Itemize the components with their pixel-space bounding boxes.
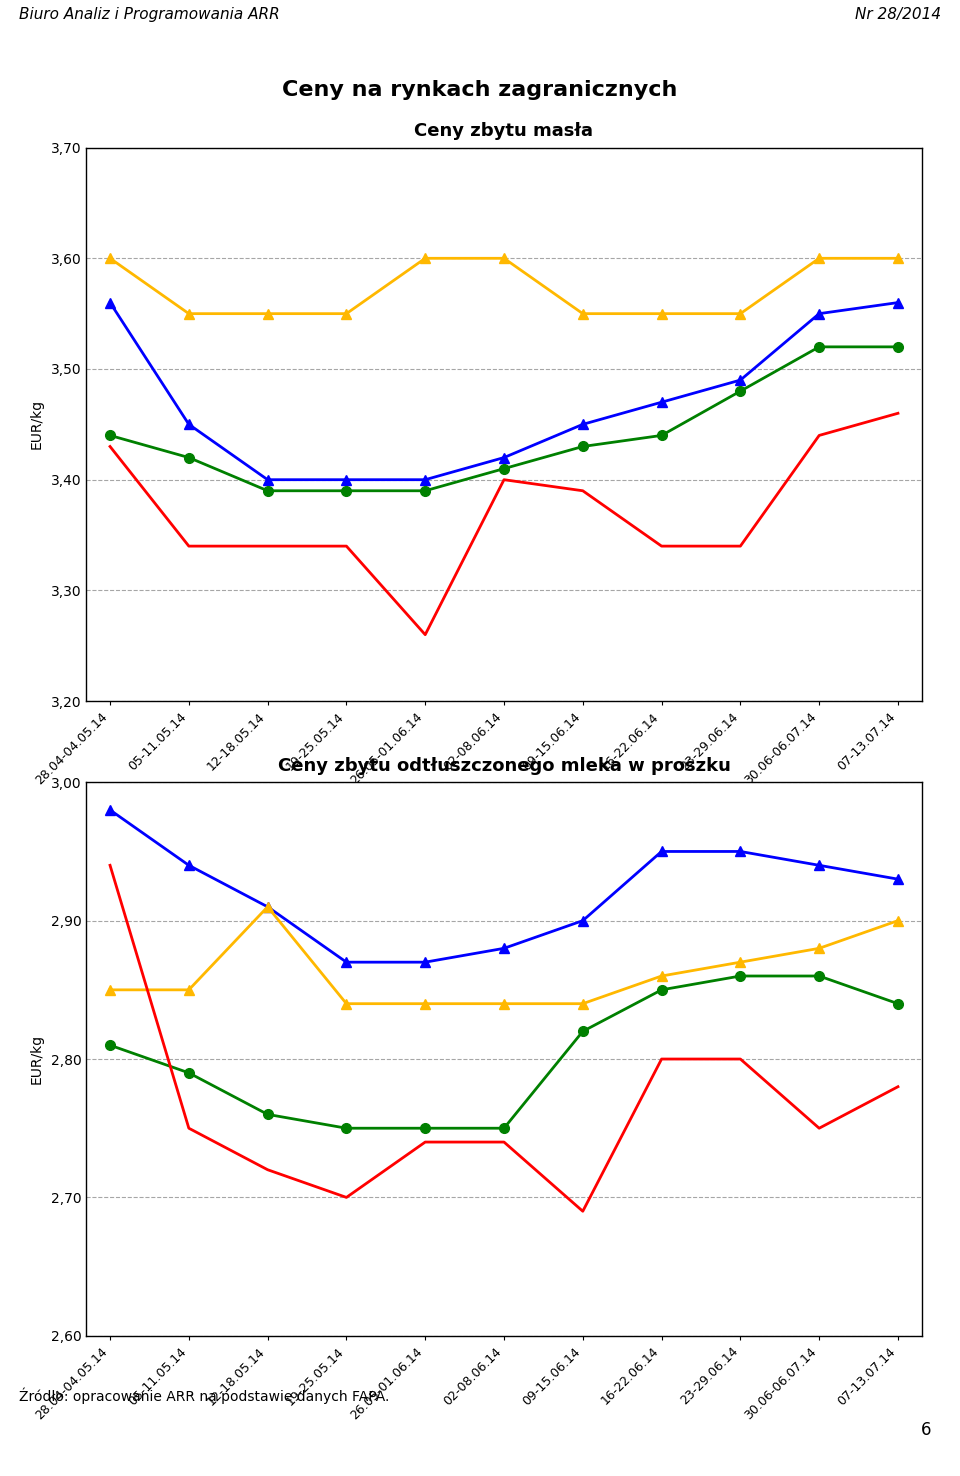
Text: Nr 28/2014: Nr 28/2014: [854, 7, 941, 22]
Title: Ceny zbytu odtłuszczonego mleka w proszku: Ceny zbytu odtłuszczonego mleka w proszk…: [277, 757, 731, 775]
Text: 6: 6: [921, 1421, 931, 1439]
Y-axis label: EUR/kg: EUR/kg: [30, 1035, 44, 1083]
Text: Biuro Analiz i Programowania ARR: Biuro Analiz i Programowania ARR: [19, 7, 280, 22]
Text: Źródło: opracowanie ARR na podstawie danych FAPA.: Źródło: opracowanie ARR na podstawie dan…: [19, 1387, 390, 1404]
Title: Ceny zbytu masła: Ceny zbytu masła: [415, 123, 593, 140]
Text: Ceny na rynkach zagranicznych: Ceny na rynkach zagranicznych: [282, 80, 678, 100]
Legend: Niemcy, Francja, Holandia, Polska: Niemcy, Francja, Holandia, Polska: [280, 902, 728, 927]
Y-axis label: EUR/kg: EUR/kg: [30, 400, 44, 449]
